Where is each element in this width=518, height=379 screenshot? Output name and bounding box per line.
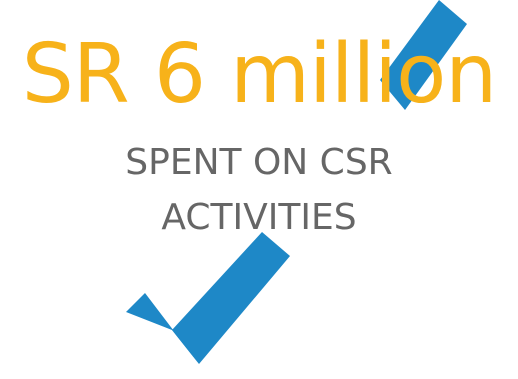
subline-text-1: SPENT ON CSR	[125, 142, 393, 183]
headline-amount: SR 6 million	[21, 27, 497, 122]
checkmark-stroke-short	[126, 293, 199, 364]
checkmark-stroke-lower	[172, 232, 290, 364]
checkmark-stroke-upper	[380, 0, 467, 110]
subline-text-2: ACTIVITIES	[161, 197, 357, 238]
